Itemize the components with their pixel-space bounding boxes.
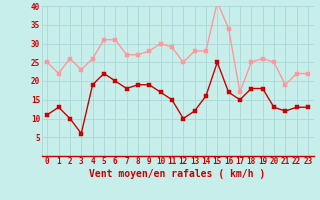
- X-axis label: Vent moyen/en rafales ( km/h ): Vent moyen/en rafales ( km/h ): [90, 169, 266, 179]
